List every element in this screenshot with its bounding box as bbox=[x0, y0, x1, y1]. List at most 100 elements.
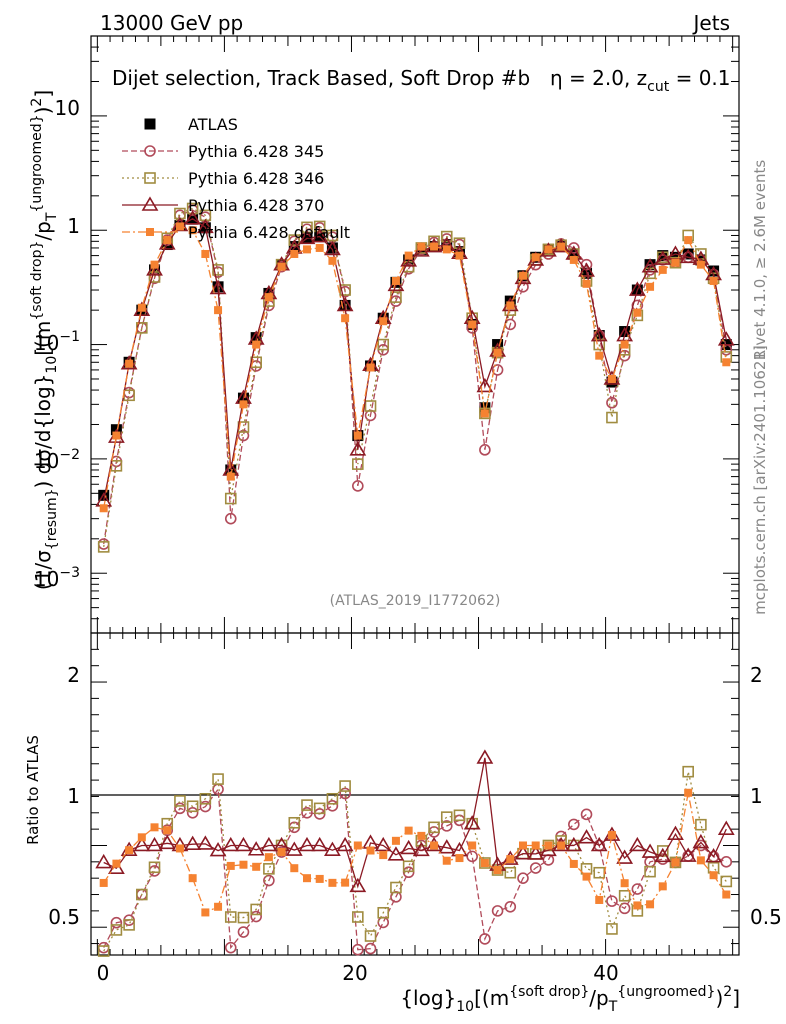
ratio-point-pythia-6-428-346 bbox=[301, 799, 313, 811]
ratio-point-pythia-6-428-346 bbox=[364, 930, 377, 942]
ratio-point-pythia-6-428-345 bbox=[250, 910, 262, 923]
ratio-point-pythia-6-428-default bbox=[582, 872, 591, 881]
ratio-point-pythia-6-428-370 bbox=[527, 845, 545, 860]
data-point-pythia-6-428-370 bbox=[400, 252, 418, 267]
data-point-pythia-6-428-default bbox=[544, 245, 553, 254]
data-point-pythia-6-428-default bbox=[163, 236, 172, 245]
legend-marker-pythia-6-428-345 bbox=[144, 145, 156, 157]
subtitle-cut: cut bbox=[647, 79, 670, 95]
ratio-point-pythia-6-428-default bbox=[595, 895, 604, 904]
ratio-point-pythia-6-428-default bbox=[264, 853, 273, 862]
ratio-point-pythia-6-428-370 bbox=[667, 825, 684, 841]
data-point-atlas bbox=[504, 295, 516, 307]
ratio-point-pythia-6-428-345 bbox=[377, 916, 390, 929]
ratio-point-pythia-6-428-default bbox=[455, 854, 464, 863]
ratio-point-pythia-6-428-346 bbox=[237, 911, 250, 924]
ratio-point-pythia-6-428-346 bbox=[390, 881, 402, 894]
data-point-pythia-6-428-default bbox=[595, 351, 604, 360]
ratio-line-pythia-6-428-345 bbox=[103, 787, 727, 951]
data-point-pythia-6-428-default bbox=[696, 260, 705, 269]
data-point-pythia-6-428-default bbox=[252, 340, 261, 349]
data-point-pythia-6-428-default bbox=[569, 255, 578, 264]
ratio-point-pythia-6-428-default bbox=[391, 836, 400, 845]
ratio-point-pythia-6-428-370 bbox=[235, 836, 252, 852]
data-point-pythia-6-428-346 bbox=[148, 271, 161, 283]
ratio-tick-label-2: 2 bbox=[67, 663, 80, 687]
ratio-point-pythia-6-428-default bbox=[620, 879, 629, 888]
data-point-pythia-6-428-370 bbox=[349, 441, 367, 456]
data-point-pythia-6-428-default bbox=[582, 279, 591, 288]
ratio-point-pythia-6-428-346 bbox=[136, 888, 148, 901]
ratio-line-pythia-6-428-370 bbox=[103, 757, 727, 889]
ratio-point-pythia-6-428-370 bbox=[679, 847, 697, 862]
plot-title: Dijet selection, Track Based, Soft Drop … bbox=[112, 66, 530, 90]
ratio-point-pythia-6-428-default bbox=[531, 841, 540, 850]
ratio-point-pythia-6-428-346 bbox=[250, 903, 262, 916]
ratio-point-pythia-6-428-default bbox=[290, 864, 299, 873]
ratio-point-pythia-6-428-346 bbox=[263, 863, 275, 875]
ratio-point-pythia-6-428-345 bbox=[237, 926, 250, 938]
series-layer bbox=[95, 202, 735, 957]
ratio-point-pythia-6-428-345 bbox=[364, 942, 377, 955]
ratio-point-pythia-6-428-default bbox=[341, 878, 350, 887]
data-point-pythia-6-428-default bbox=[175, 222, 184, 231]
ratio-point-pythia-6-428-345 bbox=[580, 808, 593, 821]
ratio-point-pythia-6-428-370 bbox=[184, 835, 202, 850]
data-point-pythia-6-428-default bbox=[99, 504, 108, 513]
ratio-point-pythia-6-428-default bbox=[442, 856, 451, 865]
ratio-point-pythia-6-428-346 bbox=[123, 919, 135, 931]
data-point-pythia-6-428-346 bbox=[313, 220, 326, 233]
ratio-point-pythia-6-428-default bbox=[303, 874, 311, 883]
ratio-point-pythia-6-428-346 bbox=[440, 811, 453, 823]
ratio-point-pythia-6-428-default bbox=[519, 841, 527, 850]
x-tick-label-40: 40 bbox=[593, 961, 618, 985]
data-point-pythia-6-428-default bbox=[519, 271, 527, 280]
data-point-pythia-6-428-346 bbox=[97, 541, 110, 553]
data-point-pythia-6-428-370 bbox=[641, 258, 659, 273]
legend-marker-pythia-6-428-370 bbox=[141, 196, 159, 211]
data-point-pythia-6-428-345 bbox=[479, 444, 491, 456]
ratio-point-pythia-6-428-370 bbox=[463, 815, 481, 830]
data-point-pythia-6-428-default bbox=[633, 308, 642, 317]
ratio-point-pythia-6-428-345 bbox=[275, 846, 288, 858]
ratio-point-pythia-6-428-345 bbox=[517, 872, 529, 884]
ratio-point-pythia-6-428-345 bbox=[402, 866, 415, 879]
ratio-point-pythia-6-428-default bbox=[277, 848, 286, 857]
data-point-pythia-6-428-default bbox=[366, 363, 375, 372]
ratio-point-pythia-6-428-370 bbox=[590, 836, 608, 852]
subtitle-beta: η = 2.0, z bbox=[550, 66, 647, 90]
ratio-point-pythia-6-428-default bbox=[353, 841, 362, 850]
ratio-point-pythia-6-428-default bbox=[569, 859, 578, 868]
data-point-pythia-6-428-346 bbox=[593, 338, 606, 351]
ratio-point-pythia-6-428-370 bbox=[362, 834, 379, 849]
x-tick-label-0: 0 bbox=[97, 961, 110, 985]
ratio-point-pythia-6-428-346 bbox=[644, 865, 656, 878]
ratio-point-pythia-6-428-default bbox=[633, 901, 642, 910]
ratio-point-pythia-6-428-345 bbox=[466, 850, 478, 863]
ratio-point-pythia-6-428-345 bbox=[97, 941, 110, 954]
data-point-pythia-6-428-default bbox=[391, 276, 400, 285]
ratio-point-pythia-6-428-default bbox=[188, 874, 197, 883]
data-point-pythia-6-428-370 bbox=[324, 240, 341, 256]
data-point-pythia-6-428-345 bbox=[491, 364, 504, 376]
series-pythia-6-428-default bbox=[99, 222, 731, 917]
y-tick-label-1e-2: 10−2 bbox=[34, 447, 80, 473]
data-point-pythia-6-428-345 bbox=[568, 242, 580, 254]
data-point-pythia-6-428-370 bbox=[209, 279, 227, 295]
ratio-point-pythia-6-428-345 bbox=[542, 854, 555, 866]
data-point-pythia-6-428-default bbox=[328, 256, 337, 265]
ratio-point-pythia-6-428-370 bbox=[705, 848, 722, 863]
ratio-point-pythia-6-428-345 bbox=[479, 933, 491, 945]
data-point-pythia-6-428-345 bbox=[517, 281, 529, 293]
ratio-point-pythia-6-428-370 bbox=[476, 749, 494, 764]
data-point-pythia-6-428-default bbox=[404, 251, 413, 260]
ratio-point-pythia-6-428-370 bbox=[133, 836, 151, 852]
data-point-pythia-6-428-default bbox=[417, 242, 426, 251]
ratio-point-pythia-6-428-346 bbox=[669, 856, 682, 869]
ratio-point-pythia-6-428-346 bbox=[212, 773, 224, 785]
series-pythia-6-428-345 bbox=[97, 204, 733, 956]
ratio-point-pythia-6-428-370 bbox=[349, 877, 367, 893]
data-point-pythia-6-428-default bbox=[379, 317, 388, 326]
ratio-point-pythia-6-428-370 bbox=[247, 841, 265, 856]
ratio-point-pythia-6-428-346 bbox=[504, 866, 517, 879]
